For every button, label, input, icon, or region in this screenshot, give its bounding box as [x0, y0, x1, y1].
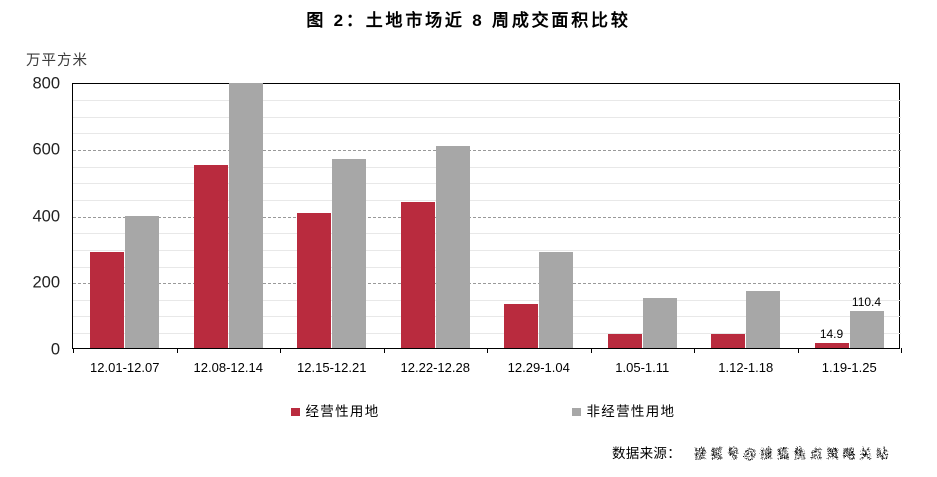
svg-text:搜狐号@搜狐焦点策略关站: 搜狐号@搜狐焦点策略关站 [693, 445, 891, 460]
